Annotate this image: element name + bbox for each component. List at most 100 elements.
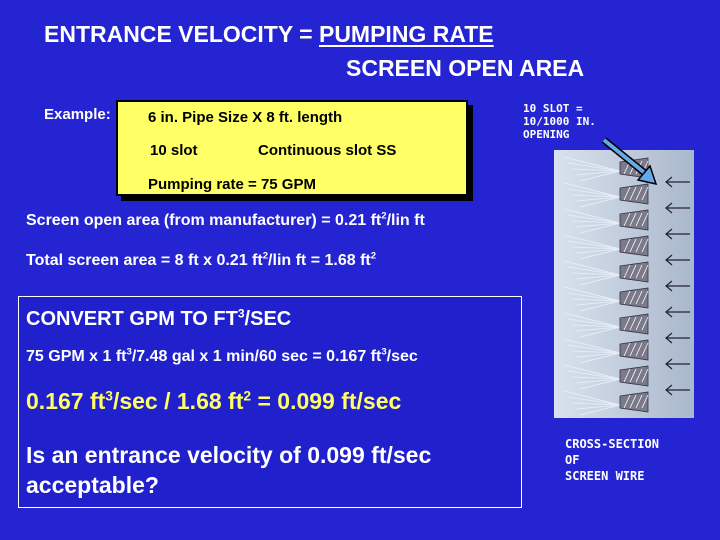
flow-streak xyxy=(563,182,621,198)
flow-streak xyxy=(571,194,621,198)
result-mid: /sec / 1.68 ft xyxy=(112,388,244,414)
flow-arrow-head xyxy=(665,280,673,292)
cross-label-line3: SCREEN WIRE xyxy=(565,469,645,483)
flow-streak xyxy=(575,404,621,410)
formula-numerator: PUMPING RATE xyxy=(318,21,494,47)
open-area-exp: 2 xyxy=(381,210,387,222)
wire-hatch xyxy=(641,212,649,227)
result-prefix: 0.167 ft xyxy=(26,388,106,414)
flow-lines xyxy=(563,156,621,416)
wire-hatch xyxy=(635,238,643,253)
wire-hatch xyxy=(623,186,631,201)
flow-streak xyxy=(567,162,621,172)
example-pipe: 6 in. Pipe Size X 8 ft. length xyxy=(148,109,343,126)
flow-streak xyxy=(575,274,621,280)
convert-box xyxy=(18,296,522,508)
flow-streak xyxy=(575,326,621,332)
slot-note-line1: 10 SLOT = xyxy=(523,102,583,115)
wire-hatch xyxy=(641,238,649,253)
velocity-question: Is an entrance velocity of 0.099 ft/sec … xyxy=(26,442,432,498)
convert-title-exp: 3 xyxy=(237,306,245,321)
wire-profile xyxy=(619,287,649,309)
wire-hatch xyxy=(641,290,649,305)
flow-arrow-head xyxy=(665,332,673,344)
wire-hatch xyxy=(641,316,649,331)
cross-label-line1: CROSS-SECTION xyxy=(565,437,659,451)
cross-section-label: CROSS-SECTION OF SCREEN WIRE xyxy=(565,436,705,484)
wire-hatch xyxy=(629,212,637,227)
wire-profile xyxy=(619,313,649,335)
convert-equation: 75 GPM x 1 ft3/7.48 gal x 1 min/60 sec =… xyxy=(26,346,418,366)
wire-profile xyxy=(619,183,649,205)
result-exp2: 2 xyxy=(243,388,252,404)
pointer-head xyxy=(636,164,658,186)
wire-hatch xyxy=(635,394,643,409)
slot-note-line2: 10/1000 IN. xyxy=(523,115,596,128)
flow-streak xyxy=(571,324,621,328)
eq-exp1: 3 xyxy=(126,346,132,358)
example-slot: 10 slot xyxy=(150,142,198,159)
flow-arrow-head xyxy=(665,254,673,266)
wire-hatch xyxy=(635,342,643,357)
flow-streak xyxy=(567,240,621,250)
flow-streak xyxy=(563,208,621,224)
cross-label-line2: OF xyxy=(565,453,580,467)
convert-title-suffix: /SEC xyxy=(244,308,292,330)
wire-hatch xyxy=(635,264,643,279)
total-area-line: Total screen area = 8 ft x 0.21 ft2/lin … xyxy=(26,250,376,270)
wire-hatch xyxy=(635,212,643,227)
flow-streak xyxy=(571,272,621,276)
flow-streak xyxy=(575,248,621,254)
flow-streak xyxy=(563,286,621,302)
wire-hatch xyxy=(635,186,643,201)
wire-hatch xyxy=(623,290,631,305)
flow-streak xyxy=(571,350,621,354)
flow-streak xyxy=(579,300,621,312)
slot-note: 10 SLOT = 10/1000 IN. OPENING xyxy=(523,102,623,141)
wire-hatch xyxy=(641,342,649,357)
eq-suffix: /sec xyxy=(386,348,418,365)
flow-streak xyxy=(571,220,621,224)
open-area-line: Screen open area (from manufacturer) = 0… xyxy=(26,210,425,230)
flow-streak xyxy=(567,344,621,354)
convert-title-prefix: CONVERT GPM TO FT xyxy=(26,308,238,330)
wire-profile xyxy=(619,261,649,283)
wire-hatch xyxy=(635,368,643,383)
flow-arrow-head xyxy=(665,176,673,188)
flow-streak xyxy=(563,234,621,250)
total-mid: /lin ft = 1.68 ft xyxy=(268,252,371,269)
wire-hatch xyxy=(623,368,631,383)
flow-streak xyxy=(575,222,621,228)
velocity-result: 0.167 ft3/sec / 1.68 ft2 = 0.099 ft/sec xyxy=(26,388,401,415)
flow-streak xyxy=(579,248,621,260)
flow-streak xyxy=(567,292,621,302)
flow-streak xyxy=(571,376,621,380)
wire-hatch xyxy=(629,368,637,383)
wire-hatch xyxy=(623,212,631,227)
flow-arrow-head xyxy=(665,202,673,214)
flow-streak xyxy=(567,266,621,276)
wire-profiles xyxy=(619,157,649,413)
flow-arrow-head xyxy=(665,228,673,240)
total-exp1: 2 xyxy=(262,250,269,262)
wire-hatch xyxy=(629,186,637,201)
flow-streak xyxy=(571,298,621,302)
wire-profile xyxy=(619,339,649,361)
wire-profile xyxy=(619,209,649,231)
flow-streak xyxy=(571,246,621,250)
wire-profile xyxy=(619,391,649,413)
flow-streak xyxy=(575,378,621,384)
flow-streak xyxy=(579,352,621,364)
wire-hatch xyxy=(635,316,643,331)
example-label: Example: xyxy=(44,106,111,123)
eq-exp2: 3 xyxy=(381,346,387,358)
wire-hatch xyxy=(629,342,637,357)
example-pumping-rate: Pumping rate = 75 GPM xyxy=(148,176,316,193)
wire-profile xyxy=(619,365,649,387)
screen-wire-diagram xyxy=(554,150,694,418)
wire-hatch xyxy=(623,316,631,331)
result-suffix: = 0.099 ft/sec xyxy=(251,388,402,414)
wire-hatch xyxy=(635,290,643,305)
wire-hatch xyxy=(629,290,637,305)
flow-streak xyxy=(575,352,621,358)
